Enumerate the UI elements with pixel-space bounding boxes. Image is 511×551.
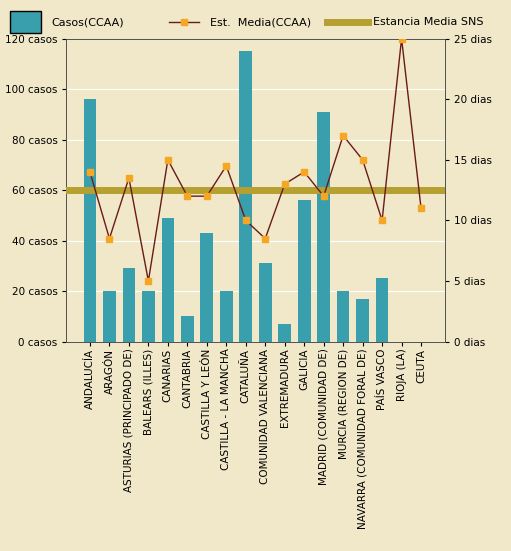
Bar (317, 112, 330, 342)
Bar (240, 51, 252, 342)
Text: Casos(CCAA): Casos(CCAA) (51, 17, 124, 27)
Bar (181, 316, 194, 342)
Bar (298, 200, 311, 342)
Bar (103, 291, 116, 342)
FancyBboxPatch shape (10, 11, 41, 33)
Bar (161, 218, 174, 342)
Text: Estancia Media SNS: Estancia Media SNS (373, 17, 483, 27)
Bar (220, 291, 233, 342)
Bar (278, 324, 291, 342)
Bar (200, 233, 213, 342)
Bar (123, 268, 135, 342)
Bar (337, 291, 350, 342)
Bar (142, 291, 155, 342)
Bar (84, 99, 96, 342)
Text: Est.  Media(CCAA): Est. Media(CCAA) (210, 17, 311, 27)
Bar (376, 278, 388, 342)
Bar (356, 299, 369, 342)
Bar (259, 263, 271, 342)
